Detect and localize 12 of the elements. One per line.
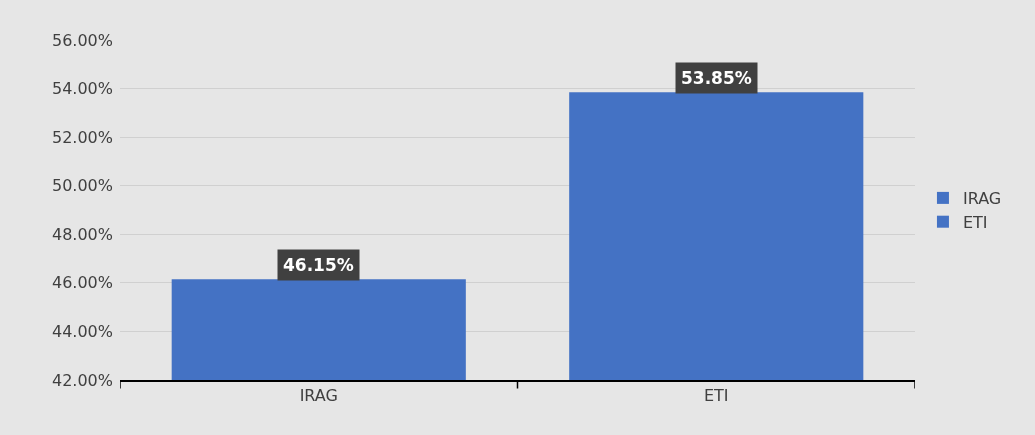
y-tick-label: 56.00% bbox=[51, 30, 113, 50]
legend-label: IRAG bbox=[962, 189, 1002, 209]
y-tick-label: 42.00% bbox=[51, 370, 113, 390]
y-tick-label: 46.00% bbox=[51, 273, 113, 293]
y-tick-label: 52.00% bbox=[51, 127, 113, 147]
y-tick-label: 44.00% bbox=[51, 322, 113, 342]
y-tick-label: 50.00% bbox=[51, 176, 113, 196]
legend-label: ETI bbox=[962, 212, 988, 232]
data-label: 53.85% bbox=[681, 68, 752, 88]
y-tick-label: 54.00% bbox=[51, 79, 113, 99]
data-label: 46.15% bbox=[283, 255, 354, 275]
y-tick-label: 48.00% bbox=[51, 224, 113, 244]
